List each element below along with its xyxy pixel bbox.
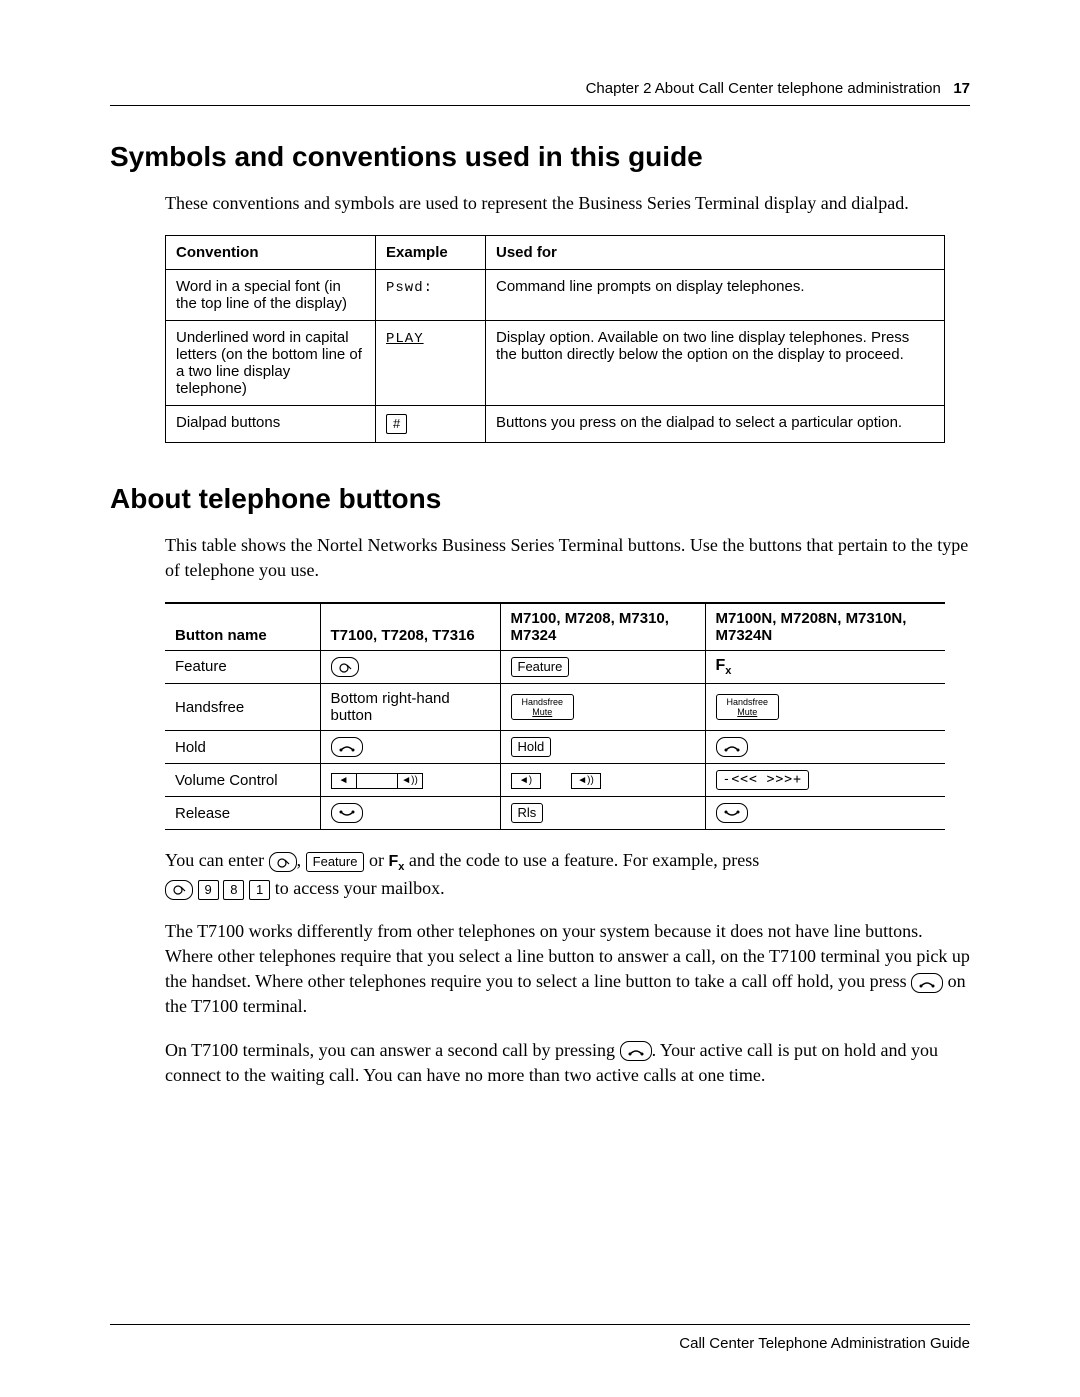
hold-icon — [716, 737, 748, 757]
section2-title: About telephone buttons — [110, 483, 970, 515]
conv-row-0: Word in a special font (in the top line … — [166, 270, 945, 321]
btn-feature-name: Feature — [165, 650, 320, 683]
conv-th-2: Used for — [486, 236, 945, 270]
hold-icon — [620, 1041, 652, 1061]
btn-th-0: Button name — [165, 603, 320, 651]
conv-0-example: Pswd: — [376, 270, 486, 321]
btn-handsfree-t: Bottom right-hand button — [320, 684, 500, 731]
btn-volume-name: Volume Control — [165, 764, 320, 797]
btn-row-feature: Feature Feature Fx — [165, 650, 945, 683]
section1-intro: These conventions and symbols are used t… — [165, 191, 970, 215]
page-number: 17 — [953, 80, 970, 97]
hold-icon — [331, 737, 363, 757]
conv-1-convention: Underlined word in capital letters (on t… — [166, 321, 376, 406]
btn-feature-n: Fx — [705, 650, 945, 683]
btn-volume-t: ◄ ◄)) — [320, 764, 500, 797]
btn-row-release: Release Rls — [165, 797, 945, 830]
btn-row-hold: Hold Hold — [165, 731, 945, 764]
btn-handsfree-m: HandsfreeMute — [500, 684, 705, 731]
section2-intro: This table shows the Nortel Networks Bus… — [165, 533, 970, 582]
btn-hold-name: Hold — [165, 731, 320, 764]
hold-icon — [911, 973, 943, 993]
btn-feature-m: Feature — [500, 650, 705, 683]
btn-row-handsfree: Handsfree Bottom right-hand button Hands… — [165, 684, 945, 731]
btn-volume-n: -<<< >>>+ — [705, 764, 945, 797]
feature-entry-para: You can enter , Feature or Fx and the co… — [165, 848, 970, 901]
btn-feature-t — [320, 650, 500, 683]
btn-hold-t — [320, 731, 500, 764]
footer-text: Call Center Telephone Administration Gui… — [679, 1335, 970, 1352]
handsfree-mute-icon: HandsfreeMute — [511, 694, 575, 720]
footer-rule — [110, 1324, 970, 1325]
btn-hold-m: Hold — [500, 731, 705, 764]
volume-up-icon: ◄)) — [397, 773, 423, 789]
conv-0-usedfor: Command line prompts on display telephon… — [486, 270, 945, 321]
volume-text-icon: -<<< >>>+ — [716, 770, 809, 790]
release-icon — [331, 803, 363, 823]
digit-keycap: 9 — [198, 880, 219, 900]
btn-volume-m: ◄) ◄)) — [500, 764, 705, 797]
btn-release-name: Release — [165, 797, 320, 830]
btn-handsfree-name: Handsfree — [165, 684, 320, 731]
chapter-header: Chapter 2 About Call Center telephone ad… — [110, 80, 970, 97]
conv-row-1: Underlined word in capital letters (on t… — [166, 321, 945, 406]
btn-release-m: Rls — [500, 797, 705, 830]
handsfree-mute-icon: HandsfreeMute — [716, 694, 780, 720]
btn-th-3: M7100N, M7208N, M7310N, M7324N — [705, 603, 945, 651]
conv-1-usedfor: Display option. Available on two line di… — [486, 321, 945, 406]
conv-2-convention: Dialpad buttons — [166, 406, 376, 443]
digit-keycap: 1 — [249, 880, 270, 900]
feature-icon — [165, 880, 193, 900]
volume-up-icon: ◄)) — [571, 773, 601, 789]
buttons-table: Button name T7100, T7208, T7316 M7100, M… — [165, 602, 945, 830]
btn-handsfree-n: HandsfreeMute — [705, 684, 945, 731]
btn-row-volume: Volume Control ◄ ◄)) ◄) ◄)) -<<< >>>+ — [165, 764, 945, 797]
conv-2-example: # — [376, 406, 486, 443]
btn-release-t — [320, 797, 500, 830]
section1-title: Symbols and conventions used in this gui… — [110, 141, 970, 173]
volume-down-icon: ◄) — [511, 773, 541, 789]
t7100-para-2: On T7100 terminals, you can answer a sec… — [165, 1038, 970, 1088]
feature-text-icon: Feature — [306, 852, 365, 872]
conv-2-usedfor: Buttons you press on the dialpad to sele… — [486, 406, 945, 443]
btn-release-n — [705, 797, 945, 830]
fx-symbol: Fx — [716, 657, 732, 674]
t7100-para-1: The T7100 works differently from other t… — [165, 919, 970, 1020]
header-rule — [110, 105, 970, 106]
btn-th-1: T7100, T7208, T7316 — [320, 603, 500, 651]
chapter-title: Chapter 2 About Call Center telephone ad… — [586, 80, 941, 97]
hash-keycap: # — [386, 414, 407, 434]
btn-th-2: M7100, M7208, M7310, M7324 — [500, 603, 705, 651]
release-icon — [716, 803, 748, 823]
conv-1-example: PLAY — [376, 321, 486, 406]
feature-icon — [269, 852, 297, 872]
conv-th-1: Example — [376, 236, 486, 270]
conventions-table: Convention Example Used for Word in a sp… — [165, 235, 945, 443]
feature-icon — [331, 657, 359, 677]
conv-th-0: Convention — [166, 236, 376, 270]
fx-symbol: Fx — [388, 853, 404, 870]
conv-0-convention: Word in a special font (in the top line … — [166, 270, 376, 321]
volume-down-icon: ◄ — [331, 773, 357, 789]
digit-keycap: 8 — [223, 880, 244, 900]
btn-hold-n — [705, 731, 945, 764]
conv-row-2: Dialpad buttons # Buttons you press on t… — [166, 406, 945, 443]
